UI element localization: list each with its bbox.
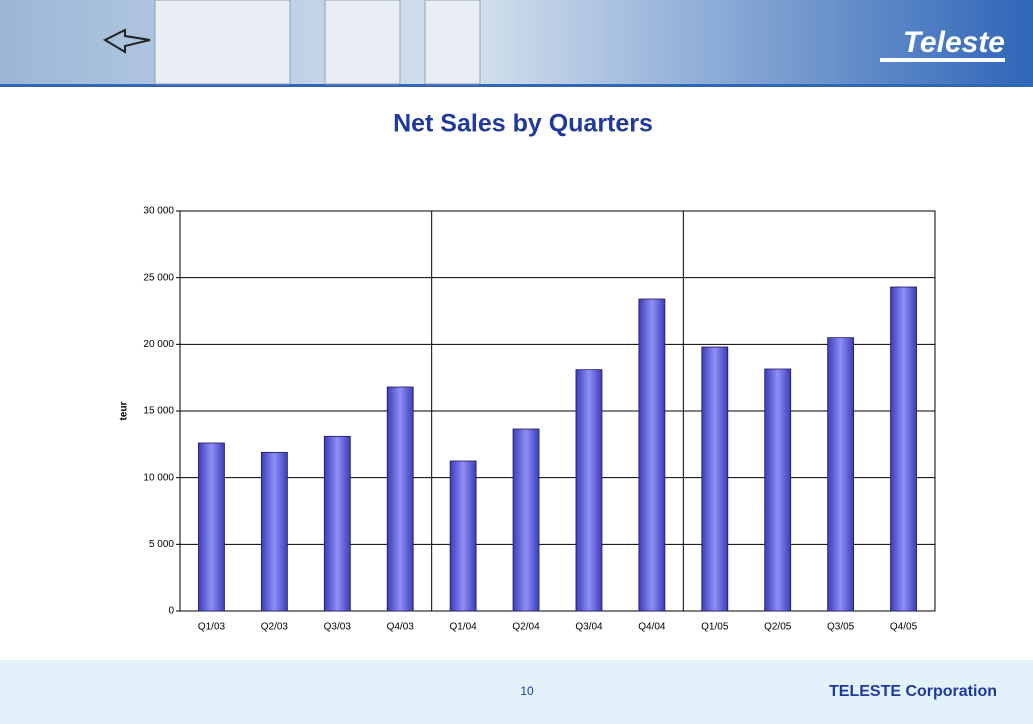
plot: 0 5 000 10 000 15 000 20 000 25 000 30 000 Q1/0… <box>143 206 936 633</box>
x-tick-label: Q3/04 <box>575 622 603 633</box>
y-tick-label: 20 000 <box>143 339 174 350</box>
y-tick-label: 0 <box>168 606 174 617</box>
x-tick-label: Q4/03 <box>387 622 415 633</box>
bar <box>827 337 855 612</box>
logo: Teleste <box>903 26 1005 59</box>
bar <box>386 386 414 612</box>
y-tick-label: 30 000 <box>143 206 174 217</box>
bar <box>764 368 792 612</box>
bar <box>198 442 225 612</box>
footer-band <box>0 660 1033 724</box>
logo-underline <box>880 58 1005 62</box>
x-tick-label: Q1/05 <box>701 622 729 633</box>
x-tick-label: Q3/05 <box>827 622 855 633</box>
bar <box>701 346 729 612</box>
x-tick-label: Q2/03 <box>261 622 289 633</box>
y-axis-label: teur <box>119 401 130 420</box>
bar <box>323 435 351 612</box>
y-tick-label: 15 000 <box>143 406 174 417</box>
header-rule <box>0 84 1033 87</box>
x-tick-label: Q4/05 <box>890 622 918 633</box>
x-tick-label: Q1/04 <box>450 622 478 633</box>
company-name: TELESTE Corporation <box>829 683 997 700</box>
page-number: 10 <box>520 684 534 698</box>
header-equipment <box>154 0 481 85</box>
y-tick-label: 5 000 <box>149 539 174 550</box>
x-tick-label: Q1/03 <box>198 622 226 633</box>
bar <box>638 298 666 612</box>
plot-frame <box>179 210 936 612</box>
bar <box>575 369 603 612</box>
y-tick-label: 10 000 <box>143 472 174 483</box>
bar <box>512 428 540 612</box>
arrow-icon <box>102 28 151 54</box>
bar <box>890 286 917 612</box>
bar <box>260 451 288 612</box>
x-tick-label: Q4/04 <box>638 622 666 633</box>
chart-title: Net Sales by Quarters <box>393 110 653 138</box>
bar <box>449 460 477 612</box>
x-tick-label: Q3/03 <box>324 622 352 633</box>
x-tick-label: Q2/05 <box>764 622 792 633</box>
x-tick-label: Q2/04 <box>512 622 540 633</box>
y-tick-label: 25 000 <box>143 272 174 283</box>
